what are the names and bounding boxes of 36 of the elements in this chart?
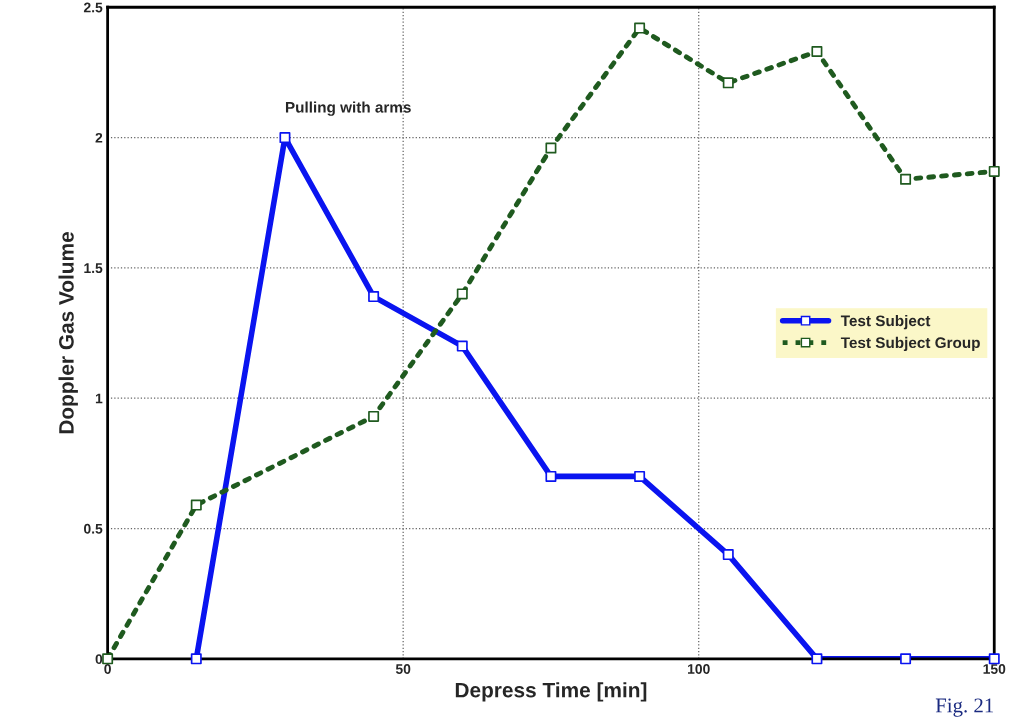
point bbox=[545, 470, 557, 482]
y-tick-label: 1.5 bbox=[84, 263, 103, 274]
point bbox=[190, 653, 202, 665]
point bbox=[634, 22, 646, 34]
point bbox=[811, 653, 823, 665]
point bbox=[368, 410, 380, 422]
x-axis-title: Depress Time [min] bbox=[455, 682, 647, 702]
x-tick-label: 50 bbox=[395, 664, 411, 674]
point bbox=[811, 46, 823, 58]
point bbox=[900, 653, 912, 665]
y-tick-label: 2.5 bbox=[83, 2, 103, 13]
point bbox=[456, 288, 468, 300]
y-tick-label: 2 bbox=[95, 132, 103, 143]
legend-label: Test Subject Group bbox=[840, 336, 980, 352]
point bbox=[190, 499, 202, 511]
x-tick-label: 0 bbox=[104, 664, 111, 674]
point bbox=[279, 132, 291, 144]
annotation: Pulling with arms bbox=[285, 101, 411, 116]
y-tick-label: 0 bbox=[95, 654, 103, 665]
y-tick-label: 1 bbox=[95, 393, 103, 404]
point bbox=[634, 470, 646, 482]
point bbox=[722, 77, 734, 89]
y-tick-label: 0.5 bbox=[84, 523, 103, 534]
point bbox=[456, 340, 468, 352]
point bbox=[988, 165, 1000, 177]
x-tick-label: 100 bbox=[688, 664, 710, 674]
x-tick-label: 150 bbox=[983, 664, 1006, 674]
legend-label: Test Subject bbox=[840, 314, 931, 330]
point bbox=[368, 291, 380, 303]
point bbox=[545, 142, 557, 154]
point bbox=[900, 173, 912, 185]
caption: Fig. 21 bbox=[935, 698, 993, 717]
y-axis-title: Doppler Gas Volume bbox=[58, 232, 78, 434]
point bbox=[988, 653, 1000, 665]
point bbox=[722, 549, 734, 561]
point bbox=[102, 653, 114, 665]
